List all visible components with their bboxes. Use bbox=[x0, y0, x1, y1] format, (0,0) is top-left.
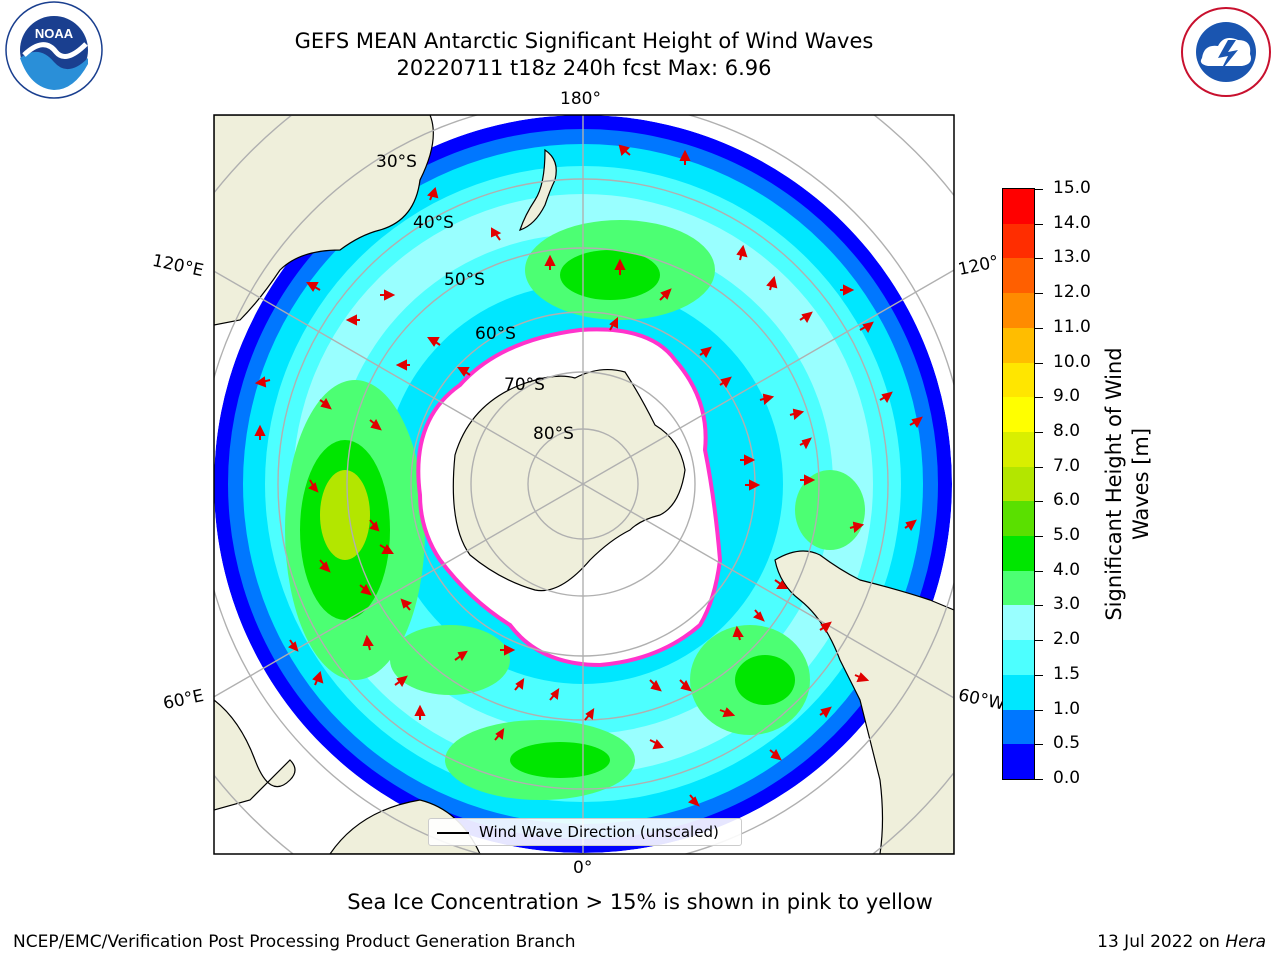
map-legend: Wind Wave Direction (unscaled) bbox=[428, 818, 742, 846]
colorbar-tick-label: 6.0 bbox=[1053, 490, 1081, 511]
colorbar-segment bbox=[1003, 223, 1034, 259]
colorbar-segment bbox=[1003, 257, 1034, 294]
svg-text:NOAA: NOAA bbox=[35, 26, 74, 41]
colorbar-tick bbox=[1035, 674, 1043, 676]
colorbar-tick bbox=[1035, 536, 1043, 538]
colorbar-tick-label: 8.0 bbox=[1053, 420, 1081, 441]
antarctica bbox=[452, 368, 686, 592]
africa bbox=[214, 699, 296, 811]
colorbar-tick bbox=[1035, 570, 1043, 572]
legend-line-swatch bbox=[437, 832, 469, 834]
colorbar-title-line1: Significant Height of Wind bbox=[1102, 347, 1126, 621]
sea-ice-caption: Sea Ice Concentration > 15% is shown in … bbox=[347, 890, 933, 914]
colorbar-segment bbox=[1003, 327, 1034, 363]
nws-logo bbox=[1178, 6, 1274, 102]
colorbar-tick bbox=[1035, 293, 1043, 295]
colorbar-tick-label: 12.0 bbox=[1053, 282, 1091, 303]
colorbar-tick bbox=[1035, 397, 1043, 399]
colorbar-tick bbox=[1035, 640, 1043, 642]
colorbar-tick-label: 1.0 bbox=[1053, 698, 1081, 719]
footer-date-text: 13 Jul 2022 on bbox=[1097, 932, 1220, 952]
footer-host: Hera bbox=[1225, 932, 1266, 952]
colorbar-segment bbox=[1003, 535, 1034, 571]
colorbar-segment bbox=[1003, 570, 1034, 606]
colorbar-tick bbox=[1035, 501, 1043, 503]
lon-label-180: 180° bbox=[560, 89, 601, 109]
colorbar-tick-label: 0.5 bbox=[1053, 733, 1081, 754]
colorbar-tick-label: 0.0 bbox=[1053, 768, 1081, 788]
lat-label-40s: 40°S bbox=[413, 213, 454, 233]
colorbar-tick-label: 14.0 bbox=[1053, 212, 1091, 233]
colorbar-tick bbox=[1035, 709, 1043, 711]
colorbar-tick-label: 2.0 bbox=[1053, 629, 1081, 650]
colorbar-tick-label: 11.0 bbox=[1053, 316, 1091, 337]
colorbar-segment bbox=[1003, 743, 1034, 779]
colorbar-tick bbox=[1035, 431, 1043, 433]
noaa-logo: NOAA bbox=[4, 0, 104, 104]
colorbar-tick bbox=[1035, 223, 1043, 225]
colorbar-tick bbox=[1035, 744, 1043, 746]
footer-date: 13 Jul 2022 on Hera bbox=[1097, 932, 1266, 952]
colorbar-tick bbox=[1035, 362, 1043, 364]
colorbar-segment bbox=[1003, 604, 1034, 641]
colorbar-segment bbox=[1003, 292, 1034, 328]
lon-label-0: 0° bbox=[573, 858, 593, 878]
lat-label-60s: 60°S bbox=[475, 324, 516, 344]
lat-label-80s: 80°S bbox=[533, 424, 574, 444]
colorbar-segment bbox=[1003, 466, 1034, 502]
colorbar-segment bbox=[1003, 709, 1034, 745]
colorbar-tick-label: 3.0 bbox=[1053, 594, 1081, 615]
colorbar-title: Significant Height of Wind Waves [m] bbox=[1101, 347, 1155, 620]
australia bbox=[214, 115, 434, 326]
colorbar-segment bbox=[1003, 431, 1034, 467]
colorbar-tick-label: 15.0 bbox=[1053, 178, 1091, 198]
colorbar-tick-label: 13.0 bbox=[1053, 247, 1091, 268]
colorbar-tick bbox=[1035, 466, 1043, 468]
colorbar-tick bbox=[1035, 189, 1043, 190]
colorbar-tick-label: 7.0 bbox=[1053, 455, 1081, 476]
lat-label-50s: 50°S bbox=[444, 270, 485, 290]
colorbar-segment bbox=[1003, 396, 1034, 432]
lat-label-70s: 70°S bbox=[504, 375, 545, 395]
colorbar-tick bbox=[1035, 779, 1043, 780]
colorbar-tick-label: 1.5 bbox=[1053, 663, 1081, 684]
colorbar-title-line2: Waves [m] bbox=[1129, 427, 1153, 541]
footer-credit: NCEP/EMC/Verification Post Processing Pr… bbox=[13, 932, 576, 952]
colorbar-tick bbox=[1035, 327, 1043, 329]
colorbar-tick-label: 10.0 bbox=[1053, 351, 1091, 372]
colorbar-tick-label: 9.0 bbox=[1053, 386, 1081, 407]
lat-label-30s: 30°S bbox=[376, 152, 417, 172]
colorbar-segment bbox=[1003, 362, 1034, 398]
new-zealand bbox=[519, 148, 557, 231]
colorbar-segment bbox=[1003, 188, 1034, 224]
colorbar-segment bbox=[1003, 500, 1034, 537]
colorbar-tick-label: 5.0 bbox=[1053, 525, 1081, 546]
chart-title: GEFS MEAN Antarctic Significant Height o… bbox=[294, 29, 874, 53]
graticule bbox=[214, 115, 954, 854]
wind-wave-arrows bbox=[254, 144, 923, 807]
colorbar-tick bbox=[1035, 605, 1043, 607]
colorbar-tick-label: 4.0 bbox=[1053, 559, 1081, 580]
colorbar-tick bbox=[1035, 258, 1043, 260]
chart-subtitle: 20220711 t18z 240h fcst Max: 6.96 bbox=[396, 56, 772, 80]
colorbar-segment bbox=[1003, 674, 1034, 710]
colorbar bbox=[1002, 188, 1035, 780]
legend-label: Wind Wave Direction (unscaled) bbox=[479, 823, 719, 841]
colorbar-segment bbox=[1003, 639, 1034, 675]
